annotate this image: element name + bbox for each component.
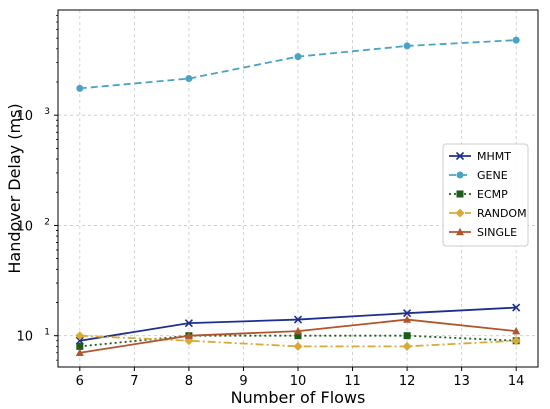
series-mhmt bbox=[75, 303, 521, 345]
legend-entry-ecmp: ECMP bbox=[449, 188, 508, 201]
series-gene bbox=[76, 36, 520, 92]
data-point-ecmp bbox=[294, 332, 302, 340]
data-point-mhmt bbox=[512, 303, 521, 312]
data-point-mhmt bbox=[184, 319, 193, 328]
x-tick-label: 13 bbox=[453, 374, 470, 389]
y-tick-base: 10 bbox=[16, 109, 33, 124]
x-tick-label: 14 bbox=[508, 374, 525, 389]
data-point-gene bbox=[76, 84, 84, 92]
series-single bbox=[75, 315, 521, 356]
data-point-single bbox=[75, 348, 84, 356]
y-tick-exponent: 1 bbox=[44, 328, 50, 338]
legend-label-ecmp: ECMP bbox=[477, 188, 508, 201]
data-point-random bbox=[402, 341, 412, 351]
x-axis-label: Number of Flows bbox=[231, 388, 366, 407]
legend-marker-gene bbox=[456, 171, 464, 179]
legend-marker-single bbox=[456, 227, 464, 236]
legend-marker-ecmp bbox=[456, 190, 464, 198]
x-tick-label: 8 bbox=[185, 374, 193, 389]
y-tick-label: 10 bbox=[16, 109, 33, 124]
data-point-random bbox=[293, 341, 303, 351]
legend-entry-random: RANDOM bbox=[449, 207, 527, 220]
data-point-mhmt bbox=[293, 315, 303, 324]
data-point-gene bbox=[185, 75, 193, 83]
x-tick-label: 9 bbox=[239, 374, 247, 389]
legend-label-gene: GENE bbox=[477, 169, 508, 182]
y-tick-label: 10 bbox=[16, 219, 33, 234]
data-point-ecmp bbox=[76, 342, 84, 350]
axes: 6 7 8 9 10 11 12 13 14 10 1 10 2 10 3 bbox=[16, 15, 525, 389]
data-point-random bbox=[75, 331, 85, 341]
legend-entry-single: SINGLE bbox=[449, 226, 517, 239]
y-tick-label: 10 bbox=[16, 330, 33, 345]
x-tick-label: 7 bbox=[130, 374, 138, 389]
y-tick-base: 10 bbox=[16, 330, 33, 345]
legend-label-single: SINGLE bbox=[477, 226, 517, 239]
x-tick-label: 12 bbox=[399, 374, 416, 389]
legend-label-mhmt: MHMT bbox=[477, 150, 511, 163]
x-tick-label: 11 bbox=[344, 374, 361, 389]
data-point-gene bbox=[294, 53, 302, 61]
y-axis-label: Handover Delay (ms) bbox=[5, 103, 24, 273]
y-tick-exponent: 3 bbox=[44, 107, 50, 117]
legend-entry-mhmt: MHMT bbox=[449, 150, 511, 163]
data-point-ecmp bbox=[403, 332, 411, 340]
data-point-random bbox=[511, 336, 521, 346]
data-point-single bbox=[403, 315, 412, 323]
data-point-mhmt bbox=[403, 309, 412, 318]
x-tick-label: 6 bbox=[76, 374, 84, 389]
legend-box bbox=[442, 143, 529, 247]
y-tick-base: 10 bbox=[16, 219, 33, 234]
data-point-gene bbox=[403, 42, 411, 50]
series-layer bbox=[75, 36, 521, 356]
legend-label-random: RANDOM bbox=[477, 207, 527, 220]
data-point-gene bbox=[512, 36, 520, 44]
data-point-single bbox=[184, 331, 193, 339]
legend: MHMT GENE ECMP RANDOM SINGLE bbox=[442, 143, 529, 247]
y-tick-exponent: 2 bbox=[44, 217, 50, 227]
data-point-single bbox=[294, 326, 302, 335]
x-tick-label: 10 bbox=[290, 374, 307, 389]
data-point-single bbox=[512, 326, 521, 335]
series-line-random bbox=[79, 334, 517, 348]
legend-marker-mhmt bbox=[455, 151, 465, 161]
legend-entry-gene: GENE bbox=[449, 169, 508, 182]
legend-marker-random bbox=[455, 208, 465, 218]
